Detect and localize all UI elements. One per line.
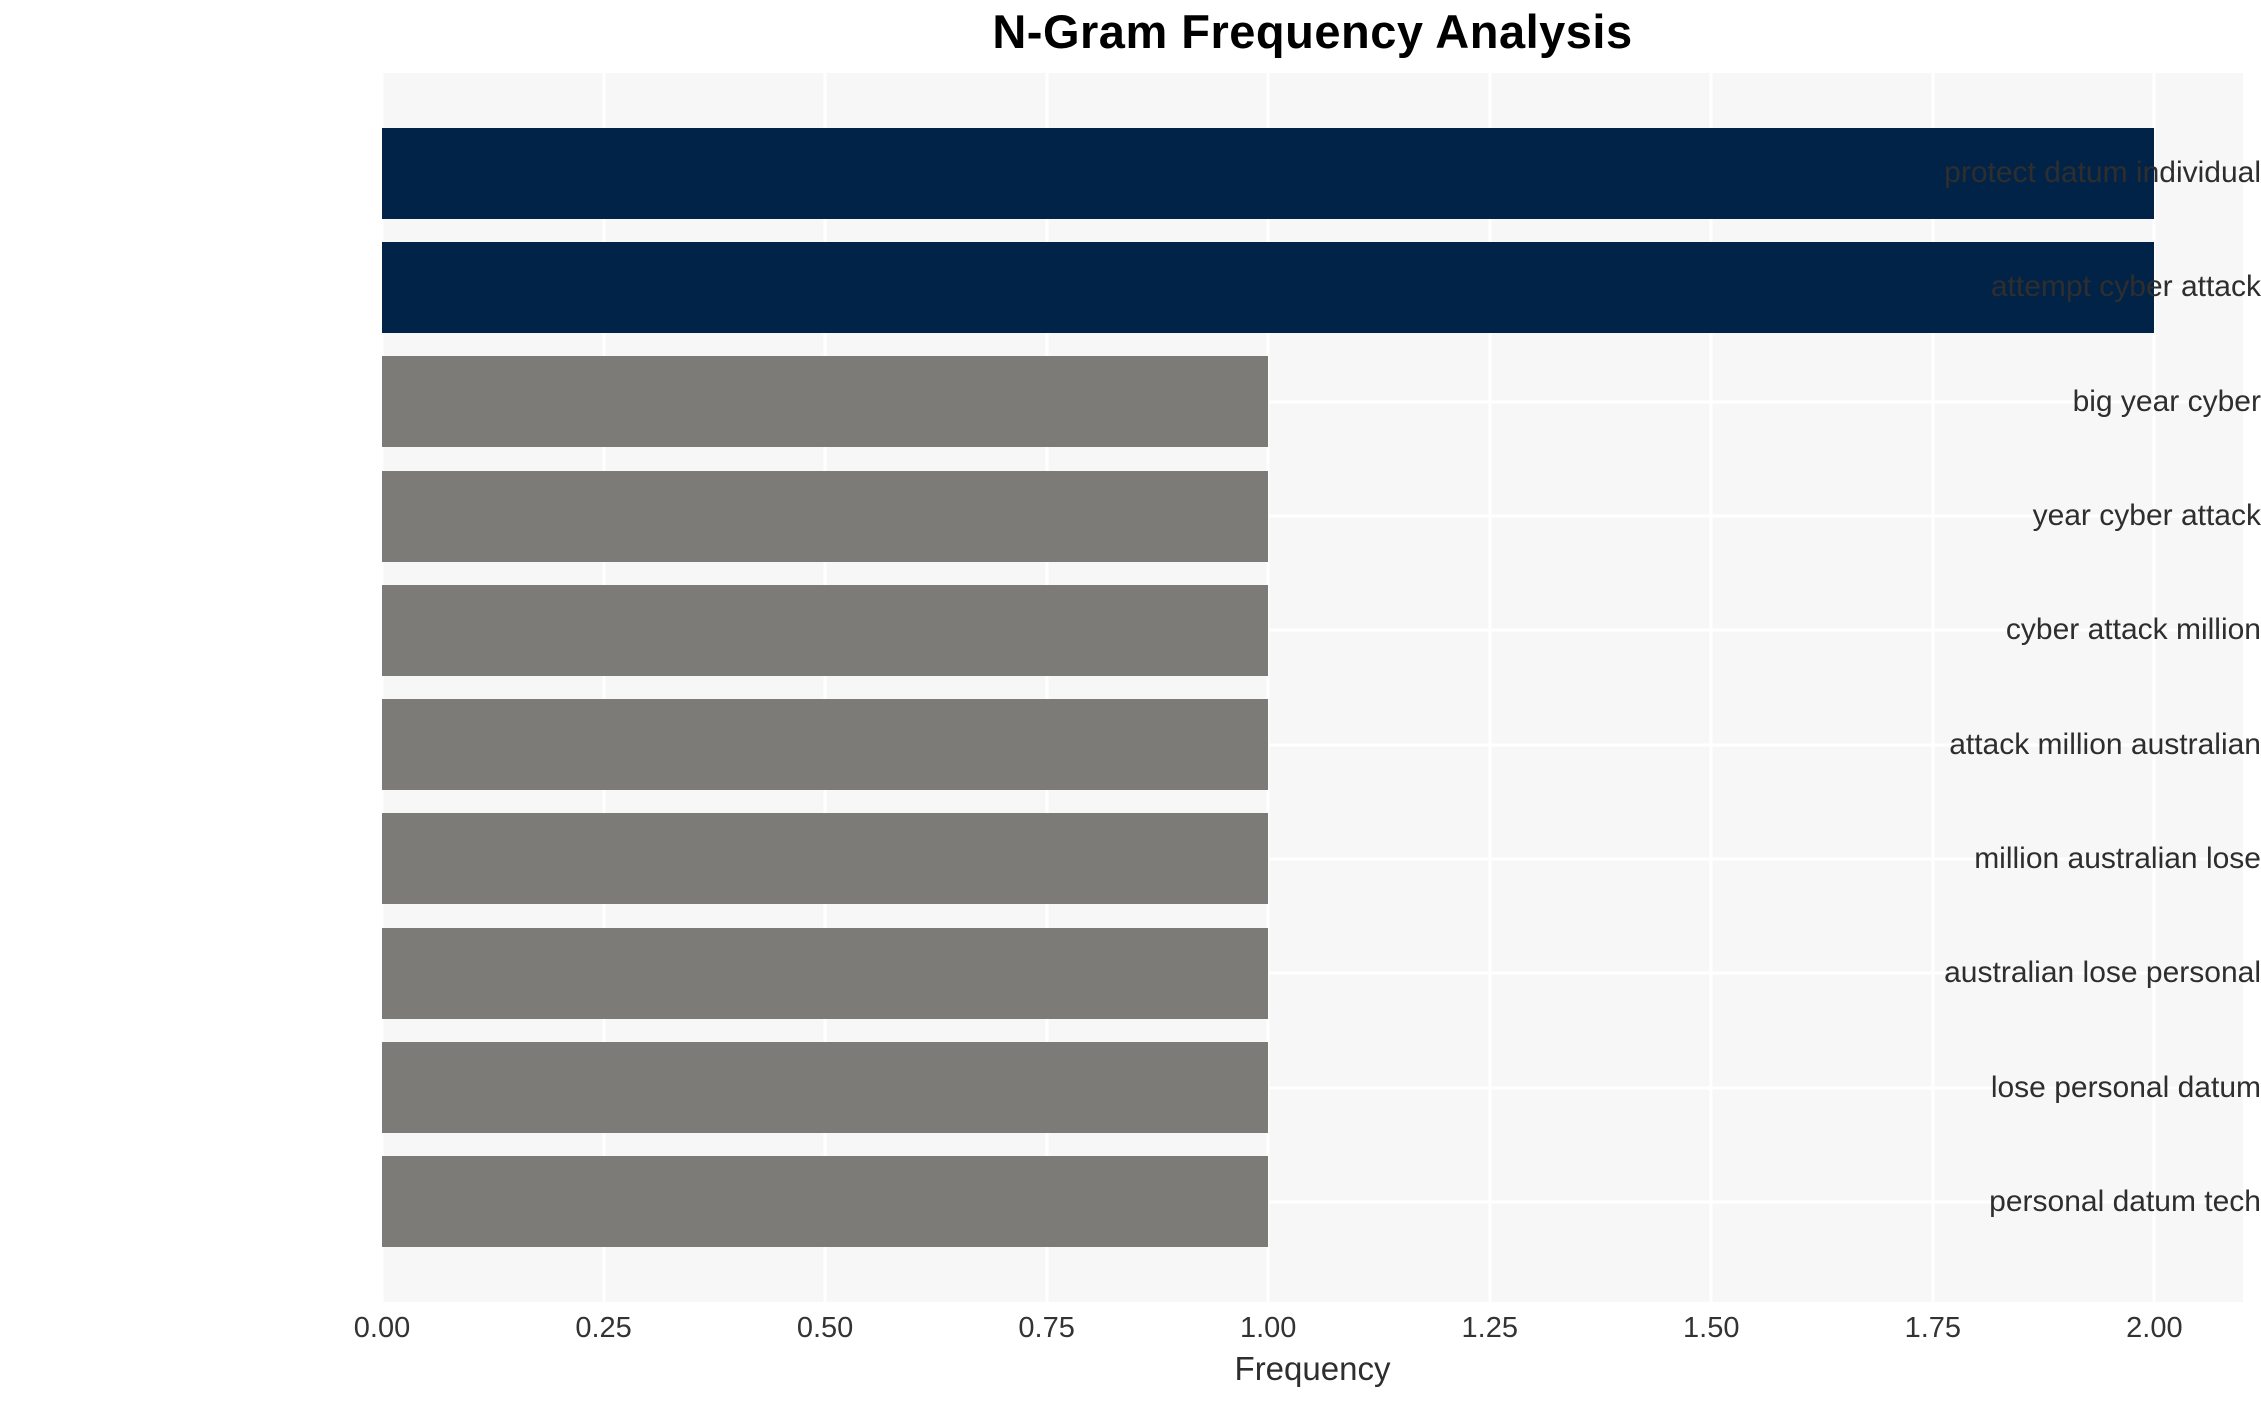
bar bbox=[382, 813, 1269, 905]
x-tick-label: 1.50 bbox=[1683, 1312, 1740, 1344]
category-label: year cyber attack bbox=[2032, 499, 2261, 533]
gridline-vertical bbox=[1045, 73, 1049, 1302]
gridline-vertical bbox=[1266, 73, 1270, 1302]
x-axis-title: Frequency bbox=[1234, 1350, 1391, 1387]
x-tick-label: 0.00 bbox=[353, 1312, 411, 1344]
x-tick-label: 0.50 bbox=[796, 1312, 854, 1344]
bar bbox=[382, 241, 2155, 333]
gridline-horizontal bbox=[382, 514, 2243, 518]
category-label: attempt cyber attack bbox=[1990, 270, 2261, 304]
category-label: australian lose personal bbox=[1944, 956, 2261, 990]
gridline-vertical bbox=[1488, 73, 1492, 1302]
x-tick-label: 1.75 bbox=[1904, 1312, 1962, 1344]
bar bbox=[382, 127, 2155, 219]
gridline-vertical bbox=[602, 73, 606, 1302]
bar bbox=[382, 1156, 1269, 1248]
x-tick-label: 1.00 bbox=[1239, 1312, 1297, 1344]
category-label: million australian lose bbox=[1974, 841, 2261, 875]
x-tick-label: 2.00 bbox=[2126, 1312, 2183, 1344]
category-label: attack million australian bbox=[1949, 727, 2261, 761]
bar bbox=[382, 927, 1269, 1019]
plot-area bbox=[380, 73, 2243, 1302]
category-label: protect datum individual bbox=[1944, 156, 2261, 190]
bar bbox=[382, 356, 1269, 448]
gridline-vertical bbox=[2152, 73, 2156, 1302]
category-label: big year cyber bbox=[2072, 384, 2261, 418]
bar bbox=[382, 699, 1269, 791]
category-label: personal datum tech bbox=[1989, 1184, 2261, 1218]
gridline-horizontal bbox=[382, 400, 2243, 404]
gridline-horizontal bbox=[382, 743, 2243, 747]
bar bbox=[382, 470, 1269, 562]
x-tick-label: 1.25 bbox=[1461, 1312, 1518, 1344]
bar bbox=[382, 584, 1269, 676]
gridline-horizontal bbox=[382, 857, 2243, 861]
gridline-vertical bbox=[823, 73, 827, 1302]
gridline-vertical bbox=[380, 73, 384, 1302]
gridline-horizontal bbox=[382, 1086, 2243, 1090]
gridline-horizontal bbox=[382, 1200, 2243, 1204]
x-tick-label: 0.75 bbox=[1018, 1312, 1075, 1344]
category-label: cyber attack million bbox=[2005, 613, 2261, 647]
category-label: lose personal datum bbox=[1990, 1070, 2261, 1104]
bar bbox=[382, 1042, 1269, 1134]
gridline-vertical bbox=[1709, 73, 1713, 1302]
chart-title: N-Gram Frequency Analysis bbox=[992, 5, 1633, 58]
gridline-horizontal bbox=[382, 971, 2243, 975]
gridline-vertical bbox=[1931, 73, 1935, 1302]
gridline-horizontal bbox=[382, 628, 2243, 632]
x-tick-label: 0.25 bbox=[575, 1312, 632, 1344]
